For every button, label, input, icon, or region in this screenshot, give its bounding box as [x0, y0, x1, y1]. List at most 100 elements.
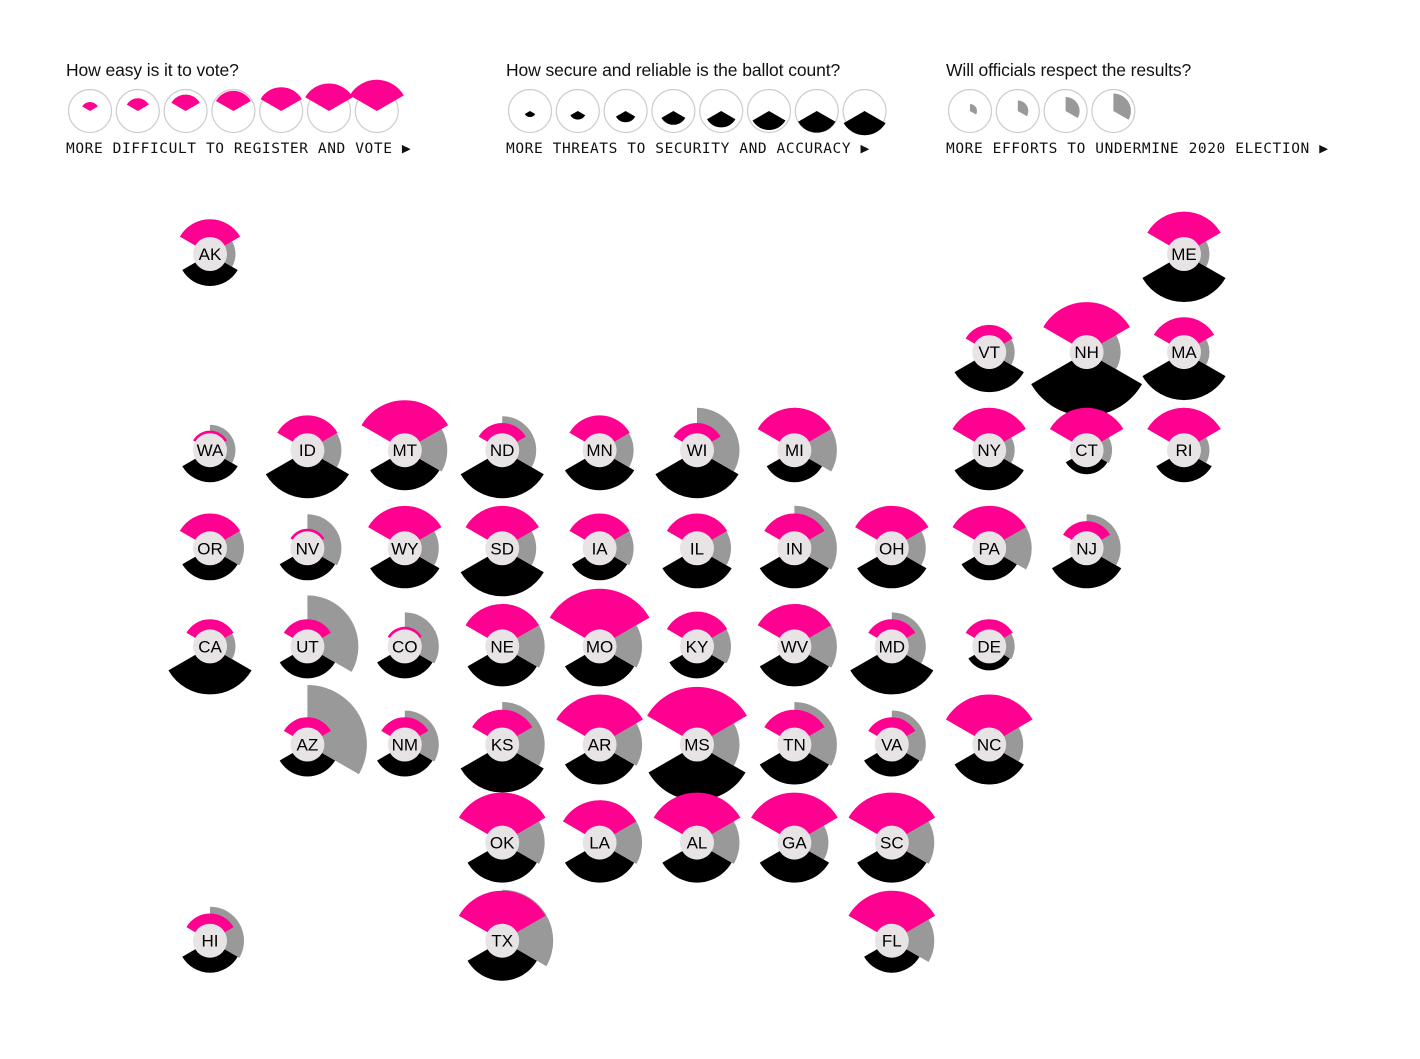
state-label: OR [197, 539, 223, 558]
state-center [777, 531, 812, 566]
state-center [972, 335, 1007, 370]
state-glyph-la: LA [562, 800, 643, 883]
state-label: ID [299, 441, 316, 460]
legend-security: How secure and reliable is the ballot co… [506, 60, 887, 157]
state-center [972, 629, 1007, 664]
legend-question-security: How secure and reliable is the ballot co… [506, 60, 841, 80]
security-wedge [857, 548, 927, 589]
state-center [193, 237, 227, 271]
security-wedge [759, 744, 830, 785]
state-glyph-ok: OK [458, 792, 546, 883]
state-center [680, 433, 714, 468]
vote-wedge [277, 415, 338, 451]
state-center [1069, 531, 1104, 566]
legend-caption-respect: MORE EFFORTS TO UNDERMINE 2020 ELECTION … [946, 141, 1329, 157]
vote-wedge [179, 219, 241, 254]
state-label: NV [296, 539, 320, 558]
legend-vote: How easy is it to vote? MORE DIFFICULT T… [66, 60, 411, 157]
security-wedge [954, 352, 1024, 393]
state-label: FL [882, 932, 902, 951]
legend-step-icon [651, 88, 696, 134]
state-label: AR [588, 736, 612, 755]
state-glyph-ms: MS [647, 686, 747, 801]
security-wedge [564, 842, 635, 883]
state-label: NY [977, 441, 1001, 460]
security-wedge [759, 548, 830, 589]
legend-security-scale [507, 88, 887, 136]
vote-wedge [952, 407, 1026, 451]
state-glyph-sd: SD [460, 505, 544, 597]
vote-wedge [757, 603, 832, 647]
state-glyph-md: MD [850, 612, 934, 695]
state-label: VA [881, 736, 903, 755]
legend-step-icon [211, 88, 256, 134]
state-center [680, 531, 714, 566]
legend-respect-scale [947, 88, 1136, 134]
vote-wedge [751, 792, 838, 843]
security-wedge [467, 842, 537, 883]
legend-step-icon [507, 88, 553, 134]
legend-vote-scale [67, 79, 404, 134]
state-label: CT [1075, 441, 1098, 460]
state-glyph-wy: WY [368, 505, 442, 589]
legend-step-icon [349, 79, 404, 134]
state-center [290, 629, 325, 664]
state-label: WV [781, 637, 809, 656]
state-glyph-oh: OH [855, 505, 929, 589]
vote-wedge [179, 513, 241, 549]
state-glyph-ct: CT [1049, 407, 1124, 475]
state-glyph-ut: UT [279, 595, 359, 679]
state-glyph-ar: AR [556, 694, 643, 785]
security-wedge [662, 548, 732, 589]
state-label: WA [197, 441, 224, 460]
vote-wedge [1049, 407, 1124, 451]
state-label: WI [687, 441, 708, 460]
state-center [582, 825, 617, 860]
security-wedge [460, 744, 544, 793]
legend-question-respect: Will officials respect the results? [946, 60, 1192, 80]
state-center [387, 629, 422, 664]
state-center [485, 825, 520, 860]
state-label: WY [391, 539, 418, 558]
legend-caption-vote: MORE DIFFICULT TO REGISTER AND VOTE ▶ [66, 141, 412, 157]
state-glyph-co: CO [377, 612, 439, 679]
vote-wedge [556, 694, 643, 745]
state-label: MD [879, 637, 905, 656]
vote-wedge [465, 505, 539, 549]
state-center [874, 825, 909, 860]
legend-step-icon [163, 88, 208, 134]
state-glyph-me: ME [1142, 211, 1226, 303]
state-label: LA [589, 834, 610, 853]
state-center [290, 531, 325, 566]
state-center [972, 727, 1007, 762]
vote-wedge [757, 407, 832, 451]
vote-wedge [1043, 302, 1130, 353]
state-label: MA [1171, 343, 1197, 362]
security-wedge [759, 842, 830, 883]
vote-wedge [647, 686, 747, 745]
state-center [777, 629, 812, 664]
state-label: IL [690, 539, 704, 558]
state-glyph-ak: AK [179, 219, 241, 286]
state-glyph-ny: NY [952, 407, 1026, 491]
security-wedge [954, 744, 1024, 785]
state-glyph-vt: VT [954, 324, 1024, 393]
state-label: CA [198, 637, 222, 656]
state-label: GA [782, 834, 807, 853]
state-center [290, 727, 325, 762]
state-label: VT [978, 343, 1000, 362]
state-glyph-nc: NC [945, 694, 1033, 785]
legend-step-icon [746, 88, 792, 134]
vote-wedge [952, 505, 1026, 549]
security-wedge [759, 646, 830, 687]
state-center [874, 629, 909, 664]
vote-wedge [549, 588, 650, 647]
vote-wedge [569, 415, 630, 451]
state-glyph-tx: TX [458, 889, 554, 981]
state-center [193, 923, 227, 958]
state-label: MI [785, 441, 804, 460]
state-glyph-al: AL [653, 792, 741, 883]
state-label: NJ [1076, 539, 1097, 558]
state-center [582, 531, 617, 566]
state-glyph-or: OR [179, 513, 244, 581]
